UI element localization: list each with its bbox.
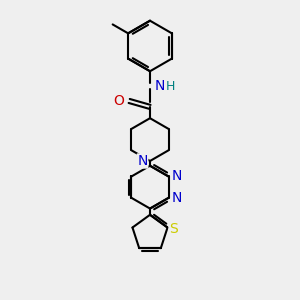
Text: N: N xyxy=(154,79,165,93)
Text: O: O xyxy=(113,94,124,108)
Text: S: S xyxy=(169,222,178,236)
Text: N: N xyxy=(137,154,148,168)
Text: N: N xyxy=(172,191,182,205)
Text: H: H xyxy=(166,80,176,93)
Text: N: N xyxy=(172,169,182,184)
